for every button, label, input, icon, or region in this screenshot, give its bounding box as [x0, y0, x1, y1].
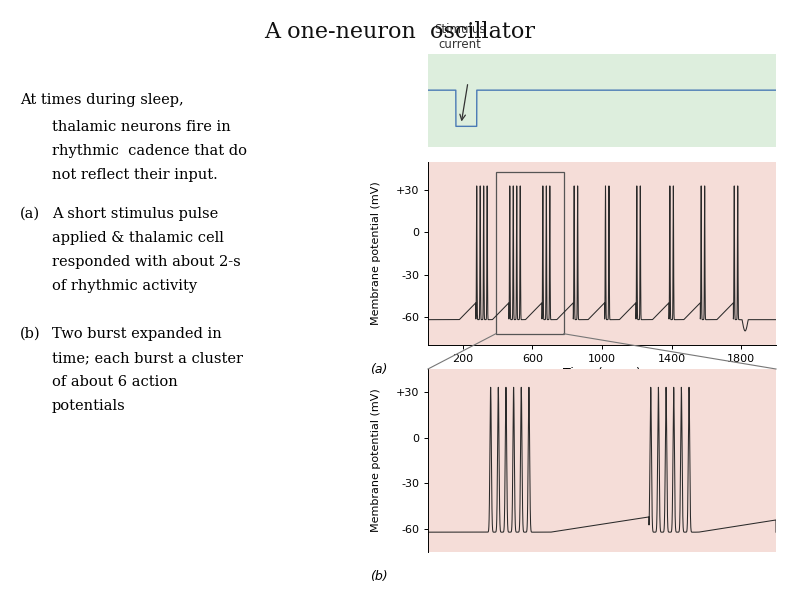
Text: responded with about 2-s: responded with about 2-s [52, 255, 241, 269]
Text: Membrane potential (mV): Membrane potential (mV) [371, 389, 381, 532]
Text: Membrane potential (mV): Membrane potential (mV) [371, 182, 381, 325]
Text: of about 6 action: of about 6 action [52, 375, 178, 389]
Text: not reflect their input.: not reflect their input. [52, 168, 218, 182]
Bar [496, 172, 564, 334]
Text: At times during sleep,: At times during sleep, [20, 93, 184, 107]
Text: potentials: potentials [52, 399, 126, 413]
Text: Two burst expanded in: Two burst expanded in [52, 327, 222, 341]
Text: (a): (a) [20, 207, 40, 221]
Text: time; each burst a cluster: time; each burst a cluster [52, 351, 243, 365]
Text: (b): (b) [370, 570, 387, 583]
Text: thalamic neurons fire in: thalamic neurons fire in [52, 120, 230, 134]
Text: (a): (a) [370, 363, 387, 376]
Text: A one-neuron  oscillator: A one-neuron oscillator [265, 21, 535, 43]
Text: (b): (b) [20, 327, 41, 341]
Text: A short stimulus pulse: A short stimulus pulse [52, 207, 218, 221]
Text: applied & thalamic cell: applied & thalamic cell [52, 231, 224, 245]
Text: rhythmic  cadence that do: rhythmic cadence that do [52, 144, 247, 158]
Text: of rhythmic activity: of rhythmic activity [52, 279, 197, 293]
Text: Stimulus
current: Stimulus current [434, 23, 486, 51]
X-axis label: Time (msec): Time (msec) [563, 367, 641, 380]
